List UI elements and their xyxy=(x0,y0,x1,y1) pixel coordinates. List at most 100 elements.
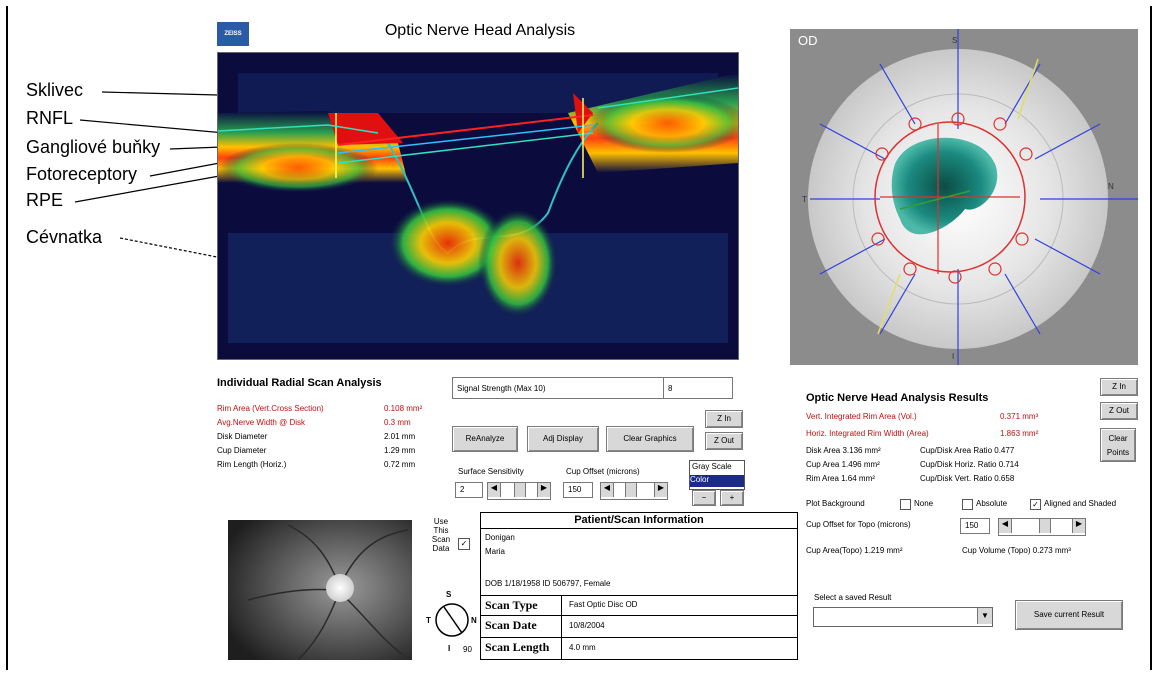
results-row-ratio: Cup/Disk Vert. Ratio 0.658 xyxy=(920,474,1015,483)
clear-graphics-button[interactable]: Clear Graphics xyxy=(606,426,694,452)
scan-type-label: Scan Type xyxy=(485,598,538,612)
fundus-photo xyxy=(228,520,412,660)
scan-direction-compass: S T N I xyxy=(426,590,477,653)
absolute-checkbox[interactable] xyxy=(962,499,973,510)
radial-row-label: Avg.Nerve Width @ Disk xyxy=(217,418,305,427)
compass-i: I xyxy=(952,352,954,361)
surface-sensitivity-value[interactable]: 2 xyxy=(455,482,483,498)
cup-volume-topo: Cup Volume (Topo) 0.273 mm³ xyxy=(962,546,1071,555)
page-title: Optic Nerve Head Analysis xyxy=(384,22,576,39)
save-result-button[interactable]: Save current Result xyxy=(1015,600,1123,630)
slider-left-arrow-icon[interactable]: ◀ xyxy=(488,483,501,497)
aligned-shaded-label: Aligned and Shaded xyxy=(1044,499,1117,508)
radial-row-value: 2.01 mm xyxy=(384,432,416,441)
cup-offset-topo-value[interactable]: 150 xyxy=(960,518,990,534)
aligned-shaded-checkbox[interactable]: ✓ xyxy=(1030,499,1041,510)
label-ganglion: Gangliové buňky xyxy=(26,137,161,157)
patient-info-header: Patient/Scan Information xyxy=(481,513,797,529)
none-label: None xyxy=(914,499,934,508)
slider-thumb[interactable] xyxy=(1039,519,1051,533)
absolute-label: Absolute xyxy=(976,499,1008,508)
use-scan-label: Use This Scan Data xyxy=(431,517,451,553)
vert-rim-value: 0.371 mm³ xyxy=(1000,412,1039,421)
horiz-rim-label: Horiz. Integrated Rim Width (Area) xyxy=(806,429,929,438)
results-zoom-out-button[interactable]: Z Out xyxy=(1100,402,1138,420)
scan-type-value: Fast Optic Disc OD xyxy=(569,600,638,609)
radial-row-value: 0.3 mm xyxy=(384,418,411,427)
select-result-label: Select a saved Result xyxy=(814,593,892,602)
results-row-area: Cup Area 1.496 mm² xyxy=(806,460,880,469)
cup-offset-label: Cup Offset (microns) xyxy=(566,467,640,476)
results-row-area: Disk Area 3.136 mm² xyxy=(806,446,881,455)
slider-thumb[interactable] xyxy=(625,483,637,497)
cup-area-topo: Cup Area(Topo) 1.219 mm² xyxy=(806,546,903,555)
eye-label: OD xyxy=(798,33,818,48)
plus-button[interactable]: + xyxy=(720,490,744,506)
frame-left xyxy=(6,6,8,670)
label-rnfl: RNFL xyxy=(26,108,74,128)
option-color[interactable]: Color xyxy=(690,475,744,487)
reanalyze-button[interactable]: ReAnalyze xyxy=(452,426,518,452)
fundus-topography-image: OD S T N I xyxy=(790,29,1138,365)
slider-right-arrow-icon[interactable]: ▶ xyxy=(1072,519,1085,533)
horiz-rim-value: 1.863 mm² xyxy=(1000,429,1039,438)
radial-row-label: Cup Diameter xyxy=(217,446,267,455)
frame-right xyxy=(1150,6,1152,670)
cup-offset-topo-slider[interactable]: ◀ ▶ xyxy=(998,518,1086,536)
results-row-area: Rim Area 1.64 mm² xyxy=(806,474,875,483)
slider-left-arrow-icon[interactable]: ◀ xyxy=(999,519,1012,533)
radial-row-label: Disk Diameter xyxy=(217,432,268,441)
radial-row-label: Rim Length (Horiz.) xyxy=(217,460,287,469)
label-cevnatka: Cévnatka xyxy=(26,227,103,247)
radial-row-value: 0.108 mm² xyxy=(384,404,423,413)
scan-length-value: 4.0 mm xyxy=(569,643,596,652)
vert-rim-label: Vert. Integrated Rim Area (Vol.) xyxy=(806,412,917,421)
compass-t: T xyxy=(802,195,807,204)
clear-points-button[interactable]: Clear Points xyxy=(1100,428,1136,462)
slider-right-arrow-icon[interactable]: ▶ xyxy=(537,483,550,497)
patient-last-name: Donigan xyxy=(485,533,515,542)
saved-result-select[interactable]: ▼ xyxy=(813,607,993,627)
results-row-ratio: Cup/Disk Area Ratio 0.477 xyxy=(920,446,1015,455)
radial-row-value: 1.29 mm xyxy=(384,446,416,455)
color-mode-list[interactable]: Gray Scale Color xyxy=(689,460,745,490)
surface-sensitivity-label: Surface Sensitivity xyxy=(458,467,524,476)
slider-left-arrow-icon[interactable]: ◀ xyxy=(601,483,614,497)
scan-date-value: 10/8/2004 xyxy=(569,621,605,630)
surface-sensitivity-slider[interactable]: ◀ ▶ xyxy=(487,482,551,500)
patient-dob-id: DOB 1/18/1958 ID 506797, Female xyxy=(485,579,611,588)
chevron-down-icon[interactable]: ▼ xyxy=(977,608,992,624)
zeiss-logo: ZEISS xyxy=(217,22,249,46)
adj-display-button[interactable]: Adj Display xyxy=(527,426,599,452)
scan-angle: 90 xyxy=(463,645,472,654)
signal-strength-value: 8 xyxy=(663,377,733,399)
label-fotoreceptory: Fotoreceptory xyxy=(26,164,138,184)
compass-n-label: N xyxy=(471,616,477,625)
use-scan-checkbox[interactable]: ✓ xyxy=(458,538,470,550)
radial-row-label: Rim Area (Vert.Cross Section) xyxy=(217,404,324,413)
cup-offset-value[interactable]: 150 xyxy=(563,482,593,498)
zoom-in-button[interactable]: Z In xyxy=(705,410,743,428)
patient-first-name: Maria xyxy=(485,547,506,556)
patient-info-panel: Patient/Scan Information Donigan Maria D… xyxy=(480,512,798,660)
minus-button[interactable]: − xyxy=(692,490,716,506)
scan-length-label: Scan Length xyxy=(485,640,550,654)
option-gray-scale[interactable]: Gray Scale xyxy=(692,462,732,471)
oct-scan-image xyxy=(217,52,739,360)
label-sklivec: Sklivec xyxy=(26,80,84,100)
cup-offset-topo-label: Cup Offset for Topo (microns) xyxy=(806,520,911,529)
slider-right-arrow-icon[interactable]: ▶ xyxy=(654,483,667,497)
compass-t-label: T xyxy=(426,616,431,625)
compass-n: N xyxy=(1108,182,1114,191)
compass-s: S xyxy=(952,36,957,45)
signal-strength-label: Signal Strength (Max 10) xyxy=(452,377,664,399)
zoom-out-button[interactable]: Z Out xyxy=(705,432,743,450)
cup-offset-slider[interactable]: ◀ ▶ xyxy=(600,482,668,500)
results-title: Optic Nerve Head Analysis Results xyxy=(806,392,989,404)
results-row-ratio: Cup/Disk Horiz. Ratio 0.714 xyxy=(920,460,1019,469)
label-rpe: RPE xyxy=(26,190,64,210)
compass-i-label: I xyxy=(448,644,450,653)
results-zoom-in-button[interactable]: Z In xyxy=(1100,378,1138,396)
none-checkbox[interactable] xyxy=(900,499,911,510)
slider-thumb[interactable] xyxy=(514,483,526,497)
